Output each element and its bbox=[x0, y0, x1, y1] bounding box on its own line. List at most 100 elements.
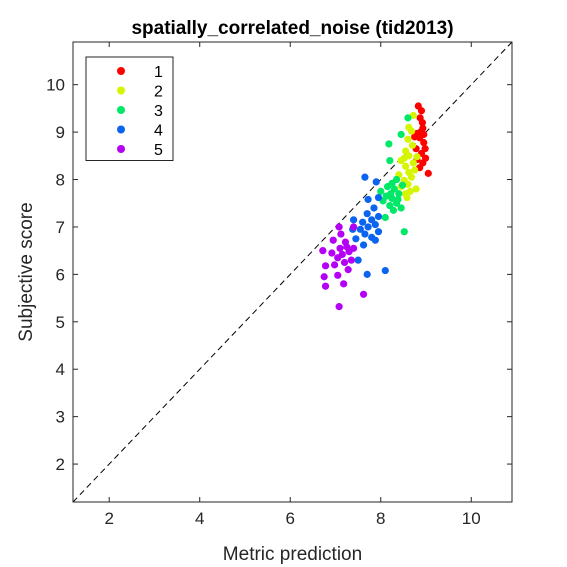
series-3 bbox=[377, 114, 412, 236]
data-point-series-5 bbox=[336, 244, 344, 252]
data-point-series-2 bbox=[412, 185, 420, 193]
x-axis-label: Metric prediction bbox=[223, 544, 362, 565]
data-point-series-5 bbox=[347, 256, 355, 264]
data-point-series-4 bbox=[374, 193, 383, 202]
data-point-series-5 bbox=[320, 273, 328, 281]
data-point-series-3 bbox=[389, 206, 398, 214]
data-point-series-4 bbox=[361, 173, 369, 181]
data-point-series-4 bbox=[354, 256, 362, 264]
data-point-series-3 bbox=[394, 195, 402, 204]
plot-layer: 2 4 6 8 10 2 3 4 5 6 7 8 9 10 1 2 3 4 5 bbox=[46, 41, 513, 528]
legend-marker-series-4 bbox=[117, 125, 125, 134]
data-point-series-1 bbox=[424, 169, 432, 177]
data-point-series-5 bbox=[345, 248, 353, 256]
data-point-series-1 bbox=[411, 133, 419, 141]
data-point-series-4 bbox=[363, 210, 371, 218]
data-point-series-5 bbox=[340, 258, 349, 267]
series-5 bbox=[319, 223, 368, 311]
data-point-series-4 bbox=[349, 216, 358, 224]
plot-frame bbox=[72, 41, 513, 503]
data-point-series-5 bbox=[359, 290, 368, 298]
legend-label-series-2: 2 bbox=[154, 84, 163, 101]
data-point-series-3 bbox=[385, 140, 393, 148]
legend-label-series-3: 3 bbox=[154, 103, 163, 120]
y-tick-label: 3 bbox=[56, 408, 65, 427]
data-point-series-5 bbox=[334, 254, 342, 262]
data-point-series-2 bbox=[405, 123, 413, 131]
data-point-series-5 bbox=[321, 262, 330, 270]
data-point-series-5 bbox=[334, 271, 342, 279]
data-point-series-2 bbox=[404, 135, 412, 143]
data-point-series-2 bbox=[402, 162, 410, 170]
y-tick-label: 6 bbox=[56, 265, 65, 284]
y-tick-label: 9 bbox=[56, 123, 65, 142]
data-point-series-4 bbox=[359, 218, 367, 226]
data-point-series-4 bbox=[371, 220, 379, 229]
legend-label-series-1: 1 bbox=[154, 64, 163, 81]
x-tick-label: 4 bbox=[195, 509, 204, 528]
data-point-series-3 bbox=[395, 190, 403, 198]
y-tick-label: 4 bbox=[56, 360, 65, 379]
series-4 bbox=[349, 173, 389, 278]
y-tick-label: 2 bbox=[56, 455, 65, 474]
data-point-series-3 bbox=[400, 228, 408, 236]
y-tick-label: 10 bbox=[46, 76, 65, 95]
data-point-series-1 bbox=[417, 107, 426, 115]
data-point-series-5 bbox=[340, 280, 348, 288]
data-point-series-4 bbox=[359, 241, 368, 249]
x-tick-label: 8 bbox=[376, 509, 385, 528]
data-point-series-4 bbox=[374, 228, 383, 236]
data-point-series-3 bbox=[387, 190, 395, 198]
data-point-series-5 bbox=[321, 282, 330, 290]
data-point-series-3 bbox=[386, 156, 394, 165]
legend-marker-series-5 bbox=[117, 145, 125, 153]
data-point-series-4 bbox=[364, 195, 372, 204]
data-point-series-1 bbox=[418, 119, 426, 127]
x-tick-label: 2 bbox=[104, 509, 113, 528]
data-point-series-5 bbox=[319, 247, 327, 255]
data-point-series-4 bbox=[372, 178, 380, 186]
data-point-series-1 bbox=[420, 138, 428, 147]
data-point-series-4 bbox=[370, 204, 378, 212]
data-point-series-3 bbox=[404, 114, 412, 122]
data-point-series-2 bbox=[409, 159, 417, 167]
data-point-series-2 bbox=[403, 193, 411, 202]
chart-title: spatially_correlated_noise (tid2013) bbox=[131, 18, 453, 39]
data-point-series-4 bbox=[364, 223, 372, 231]
data-point-series-2 bbox=[411, 166, 419, 174]
data-point-series-5 bbox=[341, 238, 350, 246]
data-point-series-5 bbox=[335, 223, 343, 231]
data-point-series-3 bbox=[398, 181, 407, 189]
data-point-series-5 bbox=[344, 266, 352, 274]
legend-marker-series-1 bbox=[117, 67, 125, 75]
data-point-series-3 bbox=[397, 204, 405, 212]
data-point-series-2 bbox=[408, 141, 417, 149]
data-points bbox=[319, 102, 432, 311]
data-point-series-4 bbox=[374, 212, 383, 221]
data-point-series-4 bbox=[356, 225, 364, 233]
data-point-series-2 bbox=[397, 156, 405, 165]
data-point-series-2 bbox=[413, 153, 421, 161]
data-point-series-2 bbox=[404, 180, 412, 188]
legend-marker-series-2 bbox=[117, 86, 125, 95]
data-point-series-4 bbox=[352, 235, 360, 243]
data-point-series-3 bbox=[383, 183, 392, 191]
data-point-series-4 bbox=[381, 266, 389, 275]
diagonal-reference-line bbox=[73, 42, 512, 502]
x-tick-label: 6 bbox=[286, 509, 295, 528]
data-point-series-4 bbox=[361, 230, 369, 238]
data-point-series-4 bbox=[363, 270, 371, 278]
legend-label-series-4: 4 bbox=[154, 123, 163, 140]
y-tick-label: 8 bbox=[56, 171, 65, 190]
data-point-series-5 bbox=[329, 236, 337, 244]
x-tick-label: 10 bbox=[462, 509, 481, 528]
y-axis-label: Subjective score bbox=[16, 202, 37, 341]
y-tick-label: 7 bbox=[56, 218, 65, 237]
data-point-series-5 bbox=[330, 261, 339, 269]
data-point-series-3 bbox=[397, 130, 405, 139]
data-point-series-5 bbox=[328, 249, 336, 257]
legend: 1 2 3 4 5 bbox=[85, 56, 174, 161]
